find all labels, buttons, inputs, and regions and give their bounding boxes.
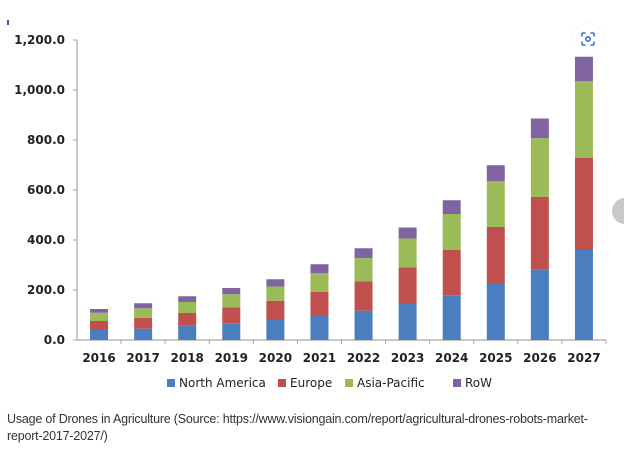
bar-segment-asia-pacific-2018 [178,302,197,313]
bar-segment-row-2019 [222,288,241,295]
bar-segment-europe-2019 [222,307,241,324]
x-tick-label: 2021 [303,351,336,365]
bar-segment-europe-2026 [530,197,549,270]
y-tick-label: 800.0 [27,133,65,147]
legend-swatch-row [453,379,461,387]
x-tick-label: 2020 [259,351,292,365]
x-tick-label: 2016 [82,351,115,365]
x-tick-label: 2023 [391,351,424,365]
bar-segment-asia-pacific-2026 [530,138,549,197]
bar-segment-north-america-2021 [310,316,329,340]
bar-segment-europe-2017 [134,317,153,329]
bar-segment-row-2024 [442,200,461,214]
bar-segment-europe-2027 [574,158,593,250]
legend-label-north-america: North America [179,376,266,390]
y-tick-label: 600.0 [27,183,65,197]
bar-segment-asia-pacific-2019 [222,294,241,308]
bar-segment-europe-2022 [354,281,373,311]
x-tick-label: 2017 [126,351,159,365]
bar-segment-row-2025 [486,165,505,182]
x-tick-label: 2018 [171,351,204,365]
x-tick-label: 2026 [523,351,556,365]
stacked-bar-chart: 0.0 200.0 400.0 600.0 800.0 1,000.0 1,200.0 20… [14,33,607,390]
bar-segment-asia-pacific-2017 [134,308,153,318]
bars [90,56,593,340]
bar-segment-row-2018 [178,296,197,302]
bar-segment-row-2023 [398,227,417,239]
legend-swatch-europe [278,379,286,387]
bar-segment-north-america-2024 [442,295,461,340]
bar-segment-north-america-2020 [266,320,285,340]
x-tick-label: 2019 [215,351,248,365]
bar-segment-europe-2018 [178,313,197,326]
next-arrow-button[interactable] [612,198,624,224]
x-tick-label: 2024 [435,351,468,365]
bar-segment-europe-2023 [398,267,417,304]
bar-segment-row-2017 [134,303,153,309]
x-axis: 2016 2017 2018 2019 2020 2021 2022 2023 2024 2025… [77,339,607,365]
legend-label-row: RoW [465,376,492,390]
bar-segment-north-america-2017 [134,328,153,340]
legend-swatch-asia-pacific [345,379,353,387]
bar-segment-north-america-2018 [178,325,197,340]
bar-segment-north-america-2019 [222,323,241,340]
bar-segment-north-america-2025 [486,284,505,340]
bar-segment-asia-pacific-2025 [486,181,505,227]
bar-segment-asia-pacific-2023 [398,238,417,268]
bar-segment-north-america-2022 [354,310,373,340]
bar-segment-row-2020 [266,279,285,287]
bar-segment-europe-2025 [486,227,505,284]
bar-segment-europe-2024 [442,250,461,296]
bar-segment-asia-pacific-2016 [90,312,109,321]
bar-segment-north-america-2026 [530,269,549,340]
y-axis: 0.0 200.0 400.0 600.0 800.0 1,000.0 1,200.0 [14,33,78,347]
bar-segment-europe-2020 [266,300,285,320]
bar-segment-asia-pacific-2024 [442,214,461,250]
bar-segment-asia-pacific-2021 [310,273,329,292]
x-tick-label: 2027 [567,351,600,365]
y-tick-label: 200.0 [27,283,65,297]
lens-search-icon [581,32,595,46]
bar-segment-row-2022 [354,248,373,258]
corner-marker [7,20,9,25]
x-tick-label: 2022 [347,351,380,365]
bar-segment-asia-pacific-2027 [574,81,593,158]
bar-segment-asia-pacific-2022 [354,258,373,282]
bar-segment-row-2027 [574,56,593,82]
figure-caption: Usage of Drones in Agriculture (Source: … [7,412,588,443]
y-tick-label: 1,200.0 [14,33,65,47]
legend-label-europe: Europe [290,376,332,390]
bar-segment-europe-2021 [310,292,329,316]
bar-segment-row-2026 [530,118,549,139]
legend-label-asia-pacific: Asia-Pacific [357,376,425,390]
y-tick-label: 1,000.0 [14,83,65,97]
y-tick-label: 400.0 [27,233,65,247]
bar-segment-row-2016 [90,309,109,313]
bar-segment-north-america-2016 [90,330,109,340]
bar-segment-europe-2016 [90,321,109,330]
y-tick-label: 0.0 [44,333,65,347]
legend: North America Europe Asia-Pacific RoW [167,376,492,390]
lens-search-button[interactable] [573,24,603,54]
legend-swatch-north-america [167,379,175,387]
bar-segment-asia-pacific-2020 [266,286,285,301]
bar-segment-north-america-2023 [398,304,417,340]
bar-segment-north-america-2027 [574,250,593,340]
x-tick-label: 2025 [479,351,512,365]
bar-segment-row-2021 [310,264,329,274]
